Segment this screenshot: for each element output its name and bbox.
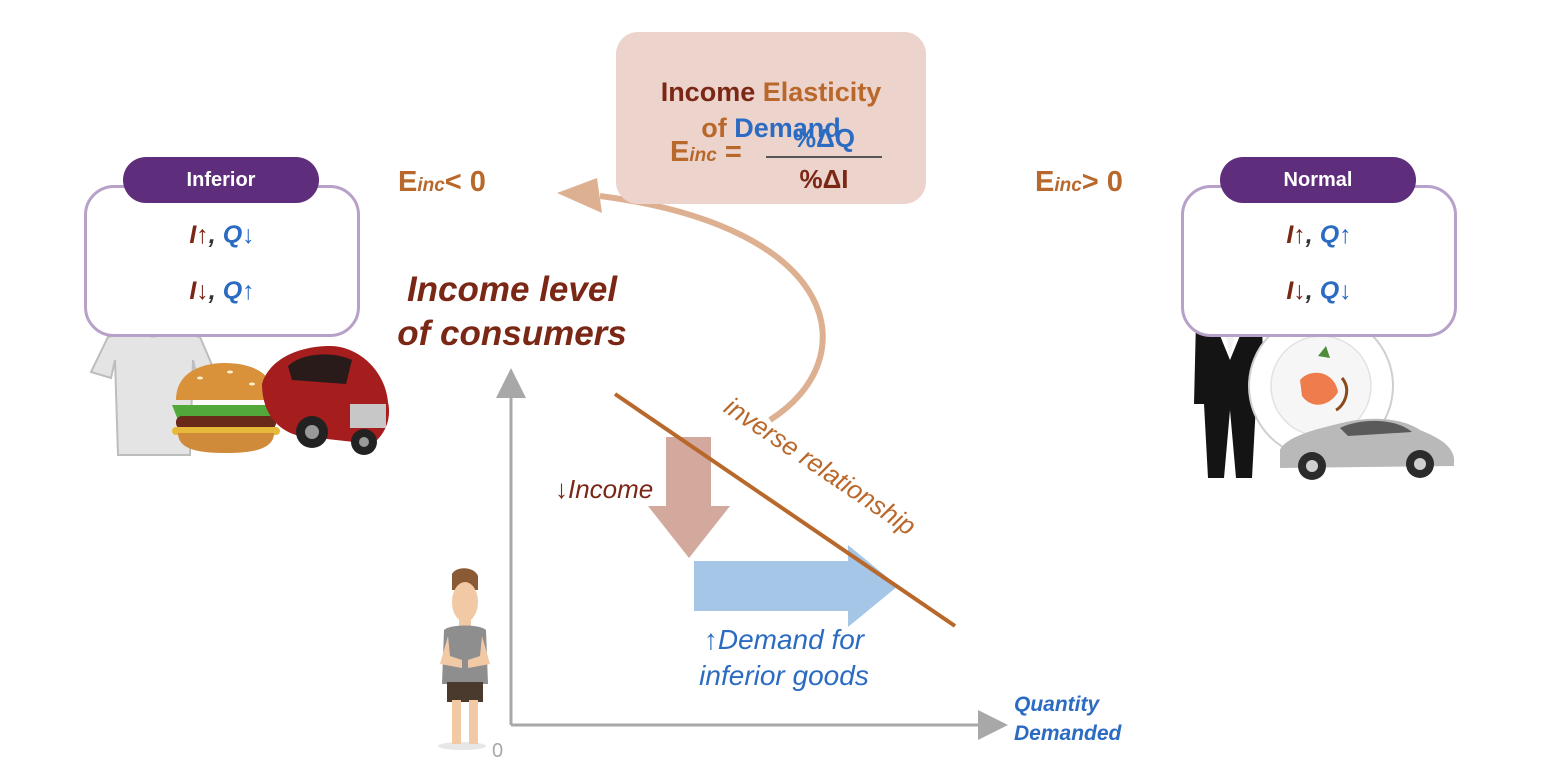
- normal-elasticity-rel: > 0: [1081, 166, 1123, 198]
- inferior-line1-sep: ,: [208, 221, 216, 249]
- formula-title-demand: Demand: [734, 113, 841, 143]
- formula-title-elasticity: Elasticity: [762, 77, 882, 107]
- formula-equals: =: [724, 136, 742, 168]
- normal-rule-income-up: I↑, Q↑: [1184, 221, 1454, 250]
- formula-title-line1: Income Elasticity: [616, 74, 926, 110]
- normal-line2-q: Q↓: [1319, 277, 1352, 305]
- inferior-line1-q: Q↓: [222, 221, 255, 249]
- formula-title-income: Income: [660, 77, 756, 107]
- inferior-line2-q: Q↑: [222, 277, 255, 305]
- inferior-line1-i: I↑: [189, 221, 209, 249]
- formula-numerator: %ΔQ: [792, 123, 856, 153]
- demand-change-label: ↑Demand for inferior goods: [664, 622, 904, 694]
- income-down-arrow: [648, 437, 730, 558]
- normal-rule-income-down: I↓, Q↓: [1184, 277, 1454, 306]
- inferior-rule-income-down: I↓, Q↑: [87, 277, 357, 306]
- poor-man-icon: [438, 568, 490, 750]
- x-axis-label-line2: Demanded: [1014, 722, 1122, 745]
- y-axis-label: Income level of consumers: [382, 268, 642, 356]
- formula-title-line2: of Demand: [616, 110, 926, 146]
- elasticity-curved-arrow: [557, 178, 826, 423]
- formula-lhs-symbol: E: [670, 136, 690, 168]
- y-axis-label-line1: Income level: [406, 270, 618, 309]
- formula-title-of: of: [701, 113, 727, 143]
- income-change-label: ↓Income: [555, 474, 654, 504]
- burger-icon: [172, 363, 280, 453]
- formula-lhs-sub: inc: [689, 145, 717, 166]
- normal-elasticity-sub: inc: [1054, 175, 1082, 196]
- demand-change-line2: inferior goods: [699, 660, 869, 691]
- formula-fraction-bar: [766, 156, 882, 158]
- inferior-line2-i: I↓: [189, 277, 209, 305]
- inferior-elasticity-sub: inc: [417, 175, 445, 196]
- normal-elasticity-condition: Einc> 0: [1035, 166, 1123, 199]
- inferior-elasticity-symbol: E: [398, 166, 418, 198]
- normal-card: I↑, Q↑ I↓, Q↓: [1181, 185, 1457, 337]
- inferior-elasticity-condition: Einc< 0: [398, 166, 486, 199]
- normal-tab: Normal: [1220, 157, 1416, 203]
- normal-line1-i: I↑: [1286, 221, 1306, 249]
- normal-line1-sep: ,: [1305, 221, 1313, 249]
- inferior-line2-sep: ,: [208, 277, 216, 305]
- y-axis-label-line2: of consumers: [397, 314, 627, 353]
- x-axis-label-line1: Quantity: [1014, 693, 1100, 716]
- normal-line1-q: Q↑: [1319, 221, 1352, 249]
- inferior-card: I↑, Q↓ I↓, Q↑: [84, 185, 360, 337]
- origin-label: 0: [492, 740, 504, 762]
- demand-curve: [613, 392, 957, 628]
- old-car-icon: [262, 346, 390, 455]
- demand-right-arrow: [694, 545, 898, 627]
- formula-lhs: Einc =: [670, 136, 742, 169]
- formula-box: Income Elasticity of Demand Einc = %ΔQ %…: [616, 32, 926, 204]
- normal-elasticity-symbol: E: [1035, 166, 1055, 198]
- inferior-elasticity-rel: < 0: [444, 166, 486, 198]
- formula-denominator: %ΔI: [799, 164, 849, 194]
- normal-line2-i: I↓: [1286, 277, 1306, 305]
- demand-change-line1: ↑Demand for: [703, 624, 865, 655]
- normal-line2-sep: ,: [1305, 277, 1313, 305]
- inferior-rule-income-up: I↑, Q↓: [87, 221, 357, 250]
- luxury-car-icon: [1280, 418, 1454, 480]
- x-axis-label: Quantity Demanded: [1014, 690, 1121, 748]
- inferior-tab: Inferior: [123, 157, 319, 203]
